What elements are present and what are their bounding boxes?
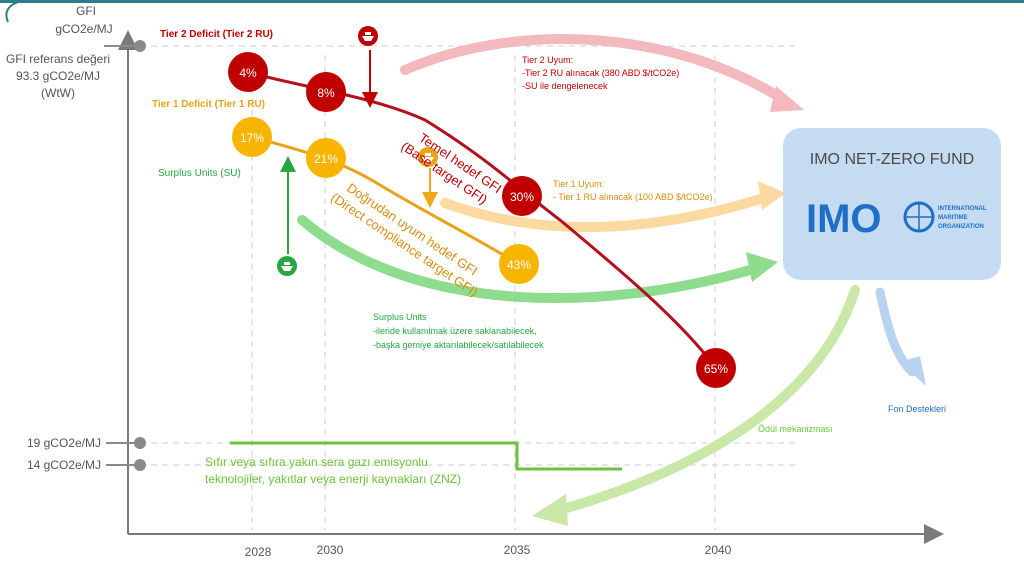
surplus-flow-arrowhead (746, 252, 778, 282)
imo-fund-box: IMO NET-ZERO FUND IMO INTERNATIONAL MARI… (783, 128, 1001, 280)
base-point-2030: 8% (306, 72, 346, 112)
ship-icon (358, 26, 378, 46)
tier1-compliance-line: Tier 1 Uyum: (553, 179, 604, 189)
surplus-units-label: Surplus Units (SU) (158, 168, 241, 179)
tier1-flow-arrow (440, 191, 775, 233)
ref-label-line3: (WtW) (41, 86, 75, 100)
direct-point-2030: 21% (306, 138, 346, 178)
year-label-2040: 2040 (705, 543, 732, 557)
fund-support-arrowhead (900, 356, 926, 386)
imo-logo: IMO INTERNATIONAL MARITIME ORGANIZATION (806, 197, 987, 241)
direct-point-2028: 17% (232, 117, 272, 157)
base-point-2040: 65% (696, 348, 736, 388)
tier1-flow-arrowhead (758, 181, 786, 210)
reward-mechanism-label: Ödül mekanizması (758, 424, 833, 434)
direct-point-label: 17% (240, 131, 264, 145)
surplus-info-line: Surplus Units (373, 312, 427, 322)
tier2-compliance-line: -Tier 2 RU alınacak (380 ABD $/tCO2e) (522, 68, 679, 78)
base-point-label: 30% (510, 190, 534, 204)
tier2-compliance-line: Tier 2 Uyum: (522, 55, 573, 65)
reward-flow-arrowhead (532, 494, 568, 526)
znz-label-line1: Sıfır veya sıfıra yakın sera gazı emisyo… (205, 455, 428, 469)
year-labels: 2028 2030 2035 2040 (245, 543, 732, 559)
direct-point-label: 43% (507, 258, 531, 272)
direct-target-points: 17% 21% 43% (232, 117, 539, 284)
level-19-label: 19 gCO2e/MJ (27, 436, 101, 450)
base-point-2035: 30% (502, 176, 542, 216)
year-label-2035: 2035 (504, 543, 531, 557)
znz-step-line (230, 441, 622, 471)
tier1-deficit-label: Tier 1 Deficit (Tier 1 RU) (152, 99, 265, 110)
base-point-label: 8% (317, 86, 335, 100)
ref-label-line1: GFI referans değeri (6, 52, 110, 66)
imo-logo-sub-line: INTERNATIONAL (938, 206, 987, 212)
direct-target-curve (251, 135, 521, 267)
base-point-label: 65% (704, 362, 728, 376)
imo-logo-sub-line: MARITIME (938, 215, 968, 221)
level-14-dot (134, 459, 146, 471)
imo-logo-sub-line: ORGANIZATION (938, 224, 984, 230)
znz-label-line2: teknolojiler, yakıtlar veya enerji kayna… (205, 472, 461, 486)
surplus-flow-arrow (297, 215, 765, 304)
tier2-compliance-line: -SU ile dengelenecek (522, 81, 608, 91)
tier2-deficit-label: Tier 2 Deficit (Tier 2 RU) (160, 29, 273, 40)
tier1-compliance-note: Tier 1 Uyum: - Tier 1 RU alınacak (100 A… (553, 179, 713, 202)
tier2-flow-arrowhead (770, 86, 804, 112)
ref-label-line2: 93.3 gCO2e/MJ (16, 69, 100, 83)
y-unit-line1: GFI (76, 4, 96, 18)
surplus-info-note: Surplus Units -ileride kullanılmak üzere… (373, 312, 544, 350)
direct-point-2035: 43% (499, 244, 539, 284)
year-label-2028: 2028 (245, 545, 272, 559)
tier2-flow-arrow (400, 34, 795, 109)
level-14-label: 14 gCO2e/MJ (27, 458, 101, 472)
surplus-info-line: -başka gemiye aktarılabilecek/satılabile… (373, 340, 544, 350)
y-unit-line2: gCO2e/MJ (55, 22, 112, 36)
year-label-2030: 2030 (317, 543, 344, 557)
tier2-compliance-note: Tier 2 Uyum: -Tier 2 RU alınacak (380 AB… (522, 55, 679, 91)
level-19-dot (134, 437, 146, 449)
imo-logo-text: IMO (806, 197, 882, 241)
ship-icon (277, 256, 297, 276)
base-point-2028: 4% (228, 52, 268, 92)
tier1-compliance-line: - Tier 1 RU alınacak (100 ABD $/tCO2e) (553, 192, 713, 202)
base-point-label: 4% (239, 66, 257, 80)
direct-point-label: 21% (314, 152, 338, 166)
fund-title: IMO NET-ZERO FUND (810, 151, 974, 168)
surplus-info-line: -ileride kullanılmak üzere saklanabilece… (373, 326, 537, 336)
ref-level-dot (134, 40, 146, 52)
reward-flow-arrow (555, 285, 860, 515)
base-target-points: 4% 8% 30% 65% (228, 52, 736, 388)
fund-support-label: Fon Destekleri (888, 404, 946, 414)
corner-logo-icon (5, 1, 19, 23)
ship-icon (418, 147, 438, 167)
